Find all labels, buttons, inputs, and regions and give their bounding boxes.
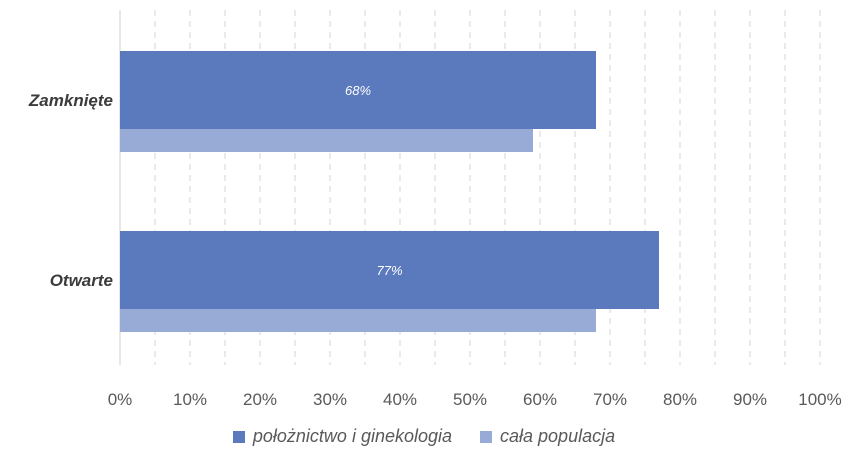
x-tick-label: 10% — [173, 390, 207, 409]
legend-item-series-2: cała populacja — [480, 426, 615, 447]
category-label: Otwarte — [50, 271, 113, 290]
bar-2 — [120, 129, 533, 152]
x-tick-label: 70% — [593, 390, 627, 409]
x-tick-label: 50% — [453, 390, 487, 409]
x-tick-label: 100% — [798, 390, 841, 409]
x-tick-label: 20% — [243, 390, 277, 409]
legend-swatch-series-1 — [232, 430, 245, 443]
data-label: 68% — [345, 83, 371, 98]
legend-item-series-1: położnictwo i ginekologia — [232, 426, 453, 447]
x-tick-label: 90% — [733, 390, 767, 409]
bars — [120, 51, 659, 332]
labels: 0% 10% 20% 30% 40% 50% 60% 70% 80% 90% 100% Zamknię… — [28, 83, 842, 409]
legend: położnictwo i ginekologia cała populacja — [0, 426, 848, 447]
legend-label-series-1: położnictwo i ginekologia — [252, 426, 453, 446]
legend-swatch-series-2 — [480, 430, 493, 443]
bar-1 — [120, 51, 596, 129]
x-tick-label: 40% — [383, 390, 417, 409]
x-tick-label: 0% — [108, 390, 133, 409]
bar-2 — [120, 309, 596, 332]
x-tick-label: 60% — [523, 390, 557, 409]
category-label: Zamknięte — [28, 91, 113, 110]
bar-1 — [120, 231, 659, 309]
chart: 0% 10% 20% 30% 40% 50% 60% 70% 80% 90% 100% Zamknię… — [28, 10, 842, 409]
data-label: 77% — [376, 263, 402, 278]
legend-label-series-2: cała populacja — [500, 426, 616, 446]
x-tick-label: 30% — [313, 390, 347, 409]
x-tick-label: 80% — [663, 390, 697, 409]
